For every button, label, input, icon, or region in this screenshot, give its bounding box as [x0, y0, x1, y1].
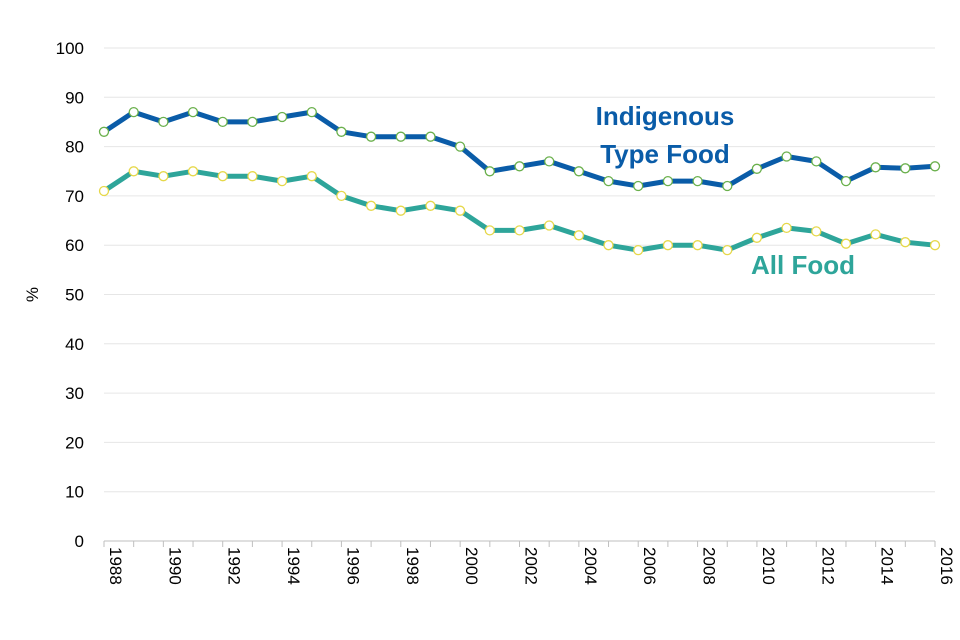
data-point: [751, 232, 763, 243]
data-point: [544, 220, 555, 231]
x-axis: 1988 1990 1992 1994 1996 1998 2000 2002 2004 2006…: [103, 540, 956, 585]
x-tick-label: 2016: [937, 547, 956, 585]
data-point: [336, 126, 347, 137]
data-point: [276, 175, 288, 187]
series-all-food: [98, 166, 941, 256]
x-tick-label: 2006: [640, 547, 659, 585]
data-point: [98, 126, 110, 137]
y-tick-label: 60: [65, 236, 84, 255]
data-point: [514, 161, 525, 172]
y-axis-label: %: [23, 287, 42, 302]
data-point: [158, 116, 169, 128]
x-tick-label: 2004: [581, 547, 600, 585]
data-point: [365, 200, 377, 211]
y-tick-label: 90: [65, 88, 84, 107]
data-point: [573, 230, 585, 241]
data-point: [247, 171, 258, 182]
data-point: [811, 226, 822, 237]
data-point: [98, 185, 110, 197]
data-point: [573, 166, 585, 177]
y-axis: 0 10 20 30 40 50 60 70 80 90 100: [56, 39, 84, 551]
data-point: [633, 244, 644, 256]
y-tick-label: 30: [65, 384, 84, 403]
series-indigenous-type-food: [98, 106, 941, 192]
x-tick-label: 1988: [106, 547, 125, 585]
series-line: [101, 168, 938, 253]
data-point: [722, 244, 733, 256]
data-point: [128, 166, 139, 177]
data-point: [276, 111, 288, 123]
data-point: [306, 106, 317, 118]
data-point: [781, 222, 792, 234]
data-point: [811, 156, 822, 167]
data-point: [336, 190, 347, 202]
data-point: [217, 116, 228, 128]
data-point: [425, 131, 436, 142]
series-label: Indigenous: [596, 101, 735, 131]
x-tick-label: 1996: [343, 547, 362, 585]
data-point: [929, 161, 941, 172]
data-point: [722, 180, 733, 192]
data-point: [217, 171, 228, 182]
y-tick-label: 10: [65, 483, 84, 502]
series-group: [98, 106, 941, 256]
x-tick-label: 2002: [522, 547, 541, 585]
data-point: [870, 162, 881, 173]
data-point: [840, 238, 852, 249]
data-point: [662, 240, 674, 251]
data-point: [603, 175, 614, 187]
data-point: [128, 106, 139, 118]
x-tick-label: 2010: [759, 547, 778, 585]
data-point: [395, 205, 406, 216]
data-point: [187, 106, 199, 118]
data-point: [395, 131, 406, 142]
data-point: [633, 180, 644, 192]
data-point: [870, 229, 881, 240]
data-point: [158, 171, 169, 182]
data-point: [900, 163, 911, 174]
data-point: [840, 175, 852, 187]
data-point: [544, 156, 555, 167]
x-tick-label: 1992: [225, 547, 244, 585]
data-point: [484, 225, 495, 236]
x-tick-label: 1998: [403, 547, 422, 585]
x-tick-label: 2008: [700, 547, 719, 585]
data-point: [692, 175, 703, 187]
series-labels: Indigenous Type Food All Food: [596, 101, 855, 280]
y-tick-label: 70: [65, 187, 84, 206]
data-point: [900, 237, 911, 248]
x-tick-label: 2014: [878, 547, 897, 585]
x-tick-label: 1990: [165, 547, 184, 585]
x-tick-label: 2000: [462, 547, 481, 585]
data-point: [929, 240, 941, 251]
data-point: [365, 131, 377, 142]
y-tick-label: 100: [56, 39, 84, 58]
data-point: [662, 175, 674, 187]
data-point: [306, 171, 317, 182]
data-point: [187, 166, 199, 177]
data-point: [454, 205, 466, 216]
data-point: [514, 225, 525, 236]
data-point: [603, 240, 614, 251]
x-tick-label: 2012: [818, 547, 837, 585]
data-point: [247, 116, 258, 128]
data-point: [484, 166, 495, 177]
series-label: All Food: [751, 250, 855, 280]
data-point: [781, 151, 792, 162]
data-point: [751, 163, 763, 174]
data-point: [425, 200, 436, 211]
y-tick-label: 40: [65, 335, 84, 354]
data-point: [692, 240, 703, 251]
y-tick-label: 0: [75, 532, 84, 551]
data-point: [454, 141, 466, 152]
y-tick-label: 20: [65, 433, 84, 452]
series-label: Type Food: [600, 139, 730, 169]
y-tick-label: 50: [65, 286, 84, 305]
gridlines: [104, 47, 935, 493]
y-tick-label: 80: [65, 138, 84, 157]
x-tick-label: 1994: [284, 547, 303, 585]
